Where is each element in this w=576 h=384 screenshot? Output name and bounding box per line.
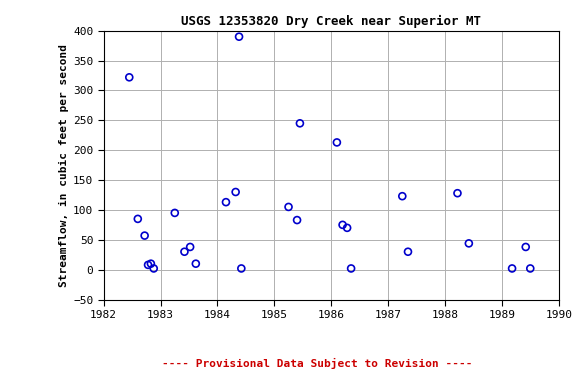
Point	[284, 204, 293, 210]
Point	[237, 265, 246, 271]
Point	[397, 193, 407, 199]
Point	[507, 265, 517, 271]
Point	[146, 261, 156, 267]
Point	[347, 265, 356, 271]
Point	[140, 233, 149, 239]
Y-axis label: Streamflow, in cubic feet per second: Streamflow, in cubic feet per second	[59, 44, 69, 286]
Point	[338, 222, 347, 228]
Point	[149, 265, 158, 271]
Point	[231, 189, 240, 195]
Point	[403, 249, 412, 255]
Point	[234, 34, 244, 40]
Point	[124, 74, 134, 80]
Point	[143, 262, 153, 268]
Point	[191, 261, 200, 267]
Title: USGS 12353820 Dry Creek near Superior MT: USGS 12353820 Dry Creek near Superior MT	[181, 15, 481, 28]
Point	[133, 216, 142, 222]
Point	[464, 240, 473, 247]
Text: ---- Provisional Data Subject to Revision ----: ---- Provisional Data Subject to Revisio…	[161, 358, 472, 369]
Point	[180, 249, 189, 255]
Point	[332, 139, 342, 146]
Point	[526, 265, 535, 271]
Point	[221, 199, 230, 205]
Point	[170, 210, 179, 216]
Point	[293, 217, 302, 223]
Point	[521, 244, 530, 250]
Point	[343, 225, 352, 231]
Point	[453, 190, 462, 196]
Point	[185, 244, 195, 250]
Point	[295, 120, 305, 126]
